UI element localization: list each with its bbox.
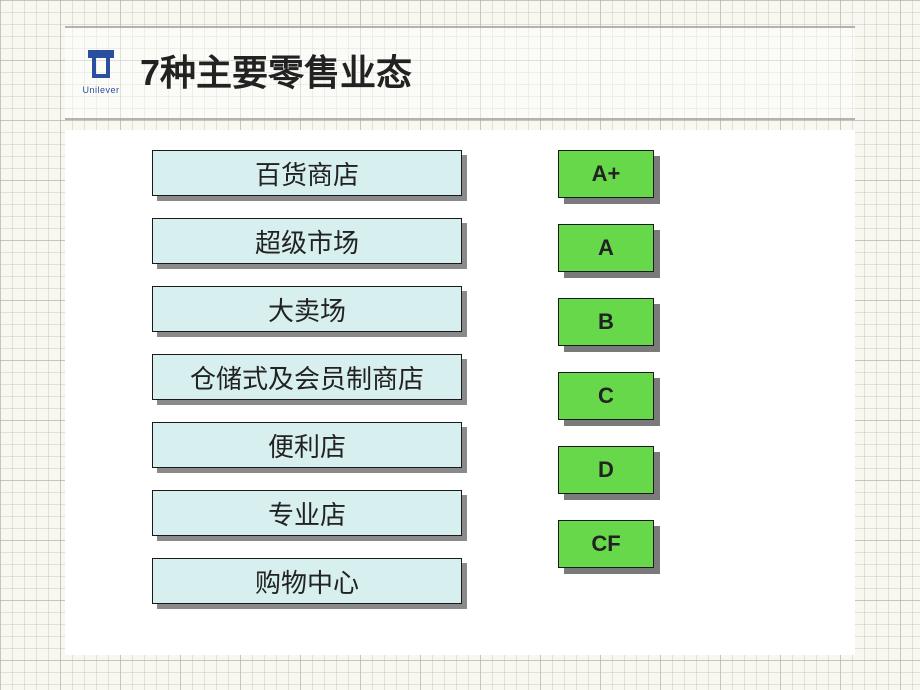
retail-format-box: 专业店 [152,490,462,536]
grade-box: B [558,298,654,346]
brand-logo: Unilever [78,38,124,104]
grade-label: B [598,309,614,335]
list-item: A [558,224,654,272]
list-item: 仓储式及会员制商店 [152,354,462,400]
retail-format-label: 超级市场 [255,223,359,260]
retail-format-label: 大卖场 [268,291,346,328]
retail-format-box: 便利店 [152,422,462,468]
grade-box: A+ [558,150,654,198]
unilever-icon [83,47,119,83]
list-item: 便利店 [152,422,462,468]
brand-logo-text: Unilever [82,85,119,95]
grade-label: C [598,383,614,409]
grade-box: CF [558,520,654,568]
grade-box: A [558,224,654,272]
list-item: 专业店 [152,490,462,536]
retail-format-label: 专业店 [268,495,346,532]
retail-format-box: 百货商店 [152,150,462,196]
retail-format-box: 超级市场 [152,218,462,264]
grade-box: C [558,372,654,420]
retail-format-box: 大卖场 [152,286,462,332]
list-item: C [558,372,654,420]
grade-box: D [558,446,654,494]
list-item: 百货商店 [152,150,462,196]
grade-label: A [598,235,614,261]
retail-format-box: 购物中心 [152,558,462,604]
list-item: A+ [558,150,654,198]
list-item: 大卖场 [152,286,462,332]
retail-format-box: 仓储式及会员制商店 [152,354,462,400]
retail-format-label: 仓储式及会员制商店 [190,359,424,396]
grade-label: D [598,457,614,483]
retail-format-label: 百货商店 [255,155,359,192]
retail-format-label: 便利店 [268,427,346,464]
retail-formats-list: 百货商店 超级市场 大卖场 仓储式及会员制商店 便利店 专业店 购物中心 [152,150,462,626]
list-item: 购物中心 [152,558,462,604]
list-item: D [558,446,654,494]
grade-label: CF [591,531,620,557]
list-item: 超级市场 [152,218,462,264]
retail-format-label: 购物中心 [255,563,359,600]
list-item: B [558,298,654,346]
grade-list: A+ A B C D CF [558,150,654,594]
slide-title: 7种主要零售业态 [140,44,412,96]
list-item: CF [558,520,654,568]
grade-label: A+ [592,161,621,187]
